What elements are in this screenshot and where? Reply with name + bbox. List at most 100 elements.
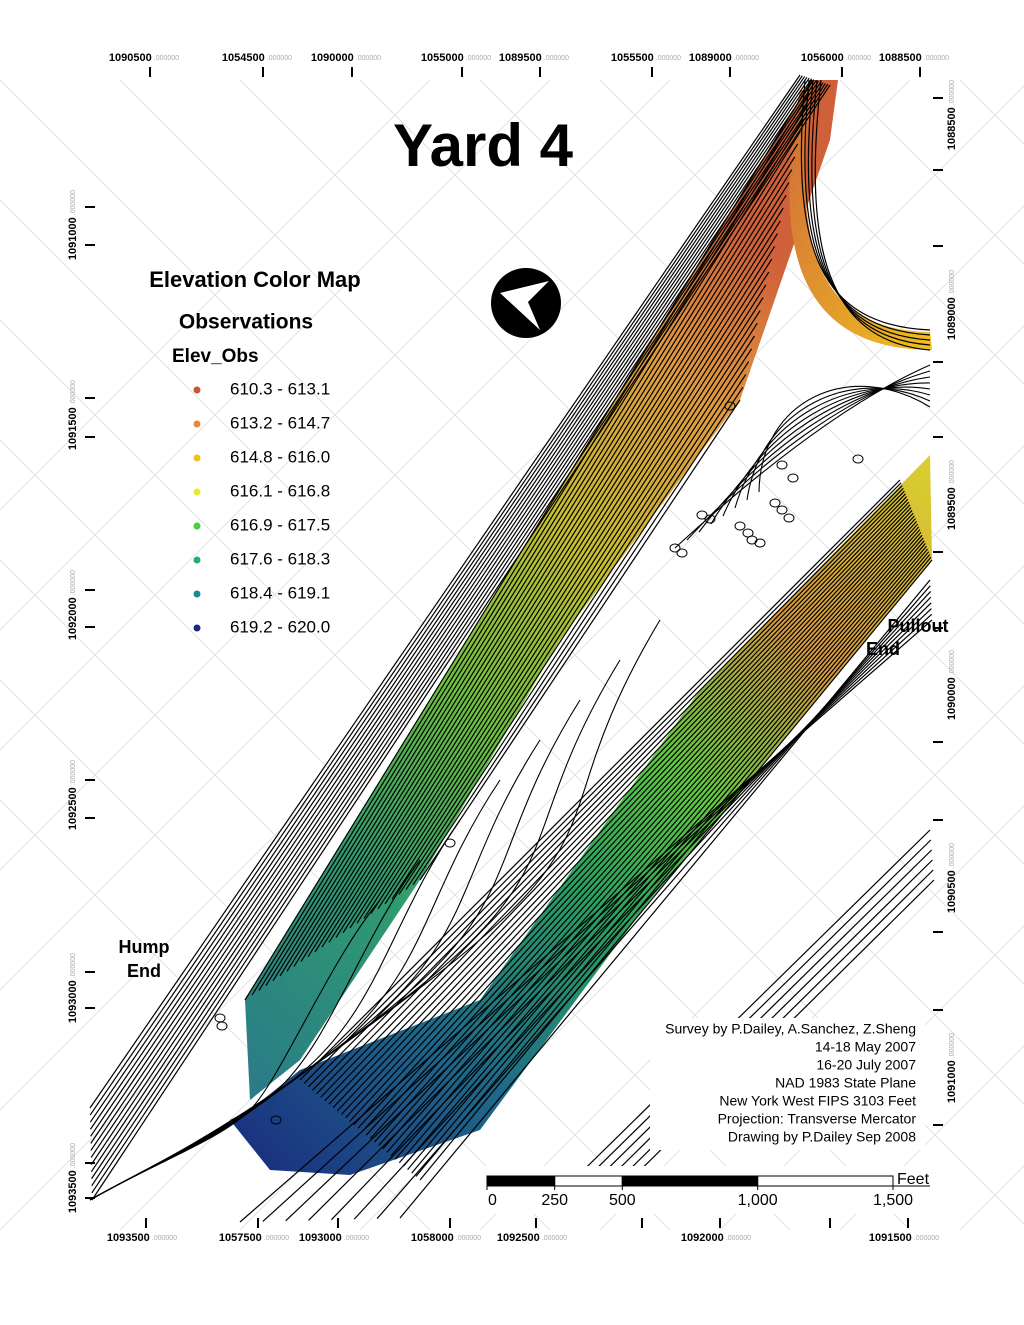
credit-line: Projection: Transverse Mercator	[718, 1111, 917, 1127]
legend-label: 617.6 - 618.3	[230, 549, 330, 568]
coordinate-label: 1091500.000000	[869, 1232, 939, 1244]
track	[320, 493, 906, 1098]
track	[374, 529, 921, 1143]
track	[804, 79, 931, 336]
track	[382, 534, 923, 1150]
coordinate-value: 1088500	[946, 107, 958, 150]
track	[90, 81, 822, 1173]
graticule	[959, 1165, 1024, 1231]
survey-marker	[776, 460, 788, 470]
track	[279, 143, 799, 977]
track	[265, 118, 804, 986]
scale-bar-label: 0	[488, 1192, 497, 1209]
track	[89, 76, 808, 1130]
credit-line: 16-20 July 2007	[816, 1057, 916, 1073]
coordinate-fraction: .000000	[356, 55, 381, 62]
coordinate-label: 1090500.000000	[109, 52, 179, 64]
track	[340, 507, 912, 1115]
track	[734, 388, 931, 509]
track	[244, 79, 813, 1001]
track	[90, 78, 813, 1144]
legend-swatch	[193, 488, 201, 496]
survey-marker	[746, 535, 758, 545]
legend-field: Elev_Obs	[172, 346, 259, 367]
track	[349, 271, 770, 929]
coordinate-label: 1093500.000000	[107, 1232, 177, 1244]
track	[746, 387, 931, 501]
survey-marker	[669, 543, 681, 553]
track	[345, 509, 913, 1119]
survey-marker	[676, 548, 688, 558]
coordinate-value: 1090500	[946, 870, 958, 913]
coordinate-fraction: .000000	[726, 1235, 751, 1242]
legend-label: 619.2 - 620.0	[230, 617, 330, 636]
coordinate-label: 1090500 .000000	[946, 843, 958, 913]
coordinate-value: 1089500	[946, 487, 958, 530]
track	[353, 591, 932, 1220]
end-label: End	[127, 961, 161, 981]
scale-bar-segment	[486, 1175, 556, 1187]
track	[262, 613, 933, 1222]
coordinate-label: 1088500.000000	[879, 52, 949, 64]
coordinate-fraction: .000000	[154, 55, 179, 62]
legend-label: 610.3 - 613.1	[230, 379, 330, 398]
scale-bar-label: 500	[609, 1192, 636, 1209]
graticule	[0, 799, 431, 1231]
track	[307, 194, 787, 958]
coordinate-label: 1092500.000000	[497, 1232, 567, 1244]
coordinate-label: 1089500.000000	[499, 52, 569, 64]
scale-bar-segment	[757, 1175, 894, 1187]
coordinate-fraction: .000000	[949, 270, 956, 295]
coordinate-fraction: .000000	[656, 55, 681, 62]
coordinate-value: 1054500	[222, 52, 265, 64]
track	[398, 361, 750, 895]
coordinate-value: 1055500	[611, 52, 654, 64]
coordinate-fraction: .000000	[70, 570, 77, 595]
track	[722, 386, 931, 517]
coordinate-fraction: .000000	[949, 843, 956, 868]
track	[307, 485, 903, 1088]
coordinate-fraction: .000000	[70, 760, 77, 785]
track	[239, 619, 933, 1223]
legend-title: Elevation Color Map	[149, 267, 360, 292]
track	[336, 504, 911, 1112]
coordinate-label: 1088500 .000000	[946, 80, 958, 150]
credits-background	[650, 1018, 925, 1150]
coordinate-fraction: .000000	[70, 1143, 77, 1168]
coordinate-fraction: .000000	[264, 1235, 289, 1242]
survey-marker	[216, 1021, 228, 1031]
coordinate-label: 1093500.000000	[67, 1143, 79, 1213]
coordinate-fraction: .000000	[949, 650, 956, 675]
coordinate-value: 1091500	[869, 1232, 912, 1244]
track	[89, 74, 801, 1109]
end-label: Pullout	[888, 616, 949, 636]
graticule	[0, 205, 1024, 1231]
elevation-area	[230, 455, 932, 1175]
graticule	[0, 679, 551, 1231]
coordinate-label: 1092500.000000	[67, 760, 79, 830]
survey-marker	[852, 454, 864, 464]
graticule	[0, 85, 1024, 1111]
track	[807, 79, 931, 341]
coordinate-fraction: .000000	[949, 80, 956, 105]
coordinate-label: 1093000.000000	[299, 1232, 369, 1244]
coordinate-label: 1092000.000000	[67, 570, 79, 640]
scale-bar-segment	[554, 1175, 623, 1187]
coordinate-fraction: .000000	[914, 1235, 939, 1242]
coordinate-fraction: .000000	[924, 55, 949, 62]
coordinate-fraction: .000000	[544, 55, 569, 62]
track	[328, 233, 778, 943]
coordinate-label: 1092000.000000	[681, 1232, 751, 1244]
coordinate-label: 1054500.000000	[222, 52, 292, 64]
track	[377, 322, 758, 910]
coordinate-label: 1089000 .000000	[946, 270, 958, 340]
coordinate-fraction: .000000	[949, 1033, 956, 1058]
coordinate-label: 1089500.000000	[946, 460, 958, 530]
legend-label: 618.4 - 619.1	[230, 583, 330, 602]
track	[356, 284, 767, 924]
graticule	[719, 79, 1024, 385]
track	[90, 79, 815, 1151]
track	[91, 84, 831, 1201]
track	[710, 382, 931, 525]
